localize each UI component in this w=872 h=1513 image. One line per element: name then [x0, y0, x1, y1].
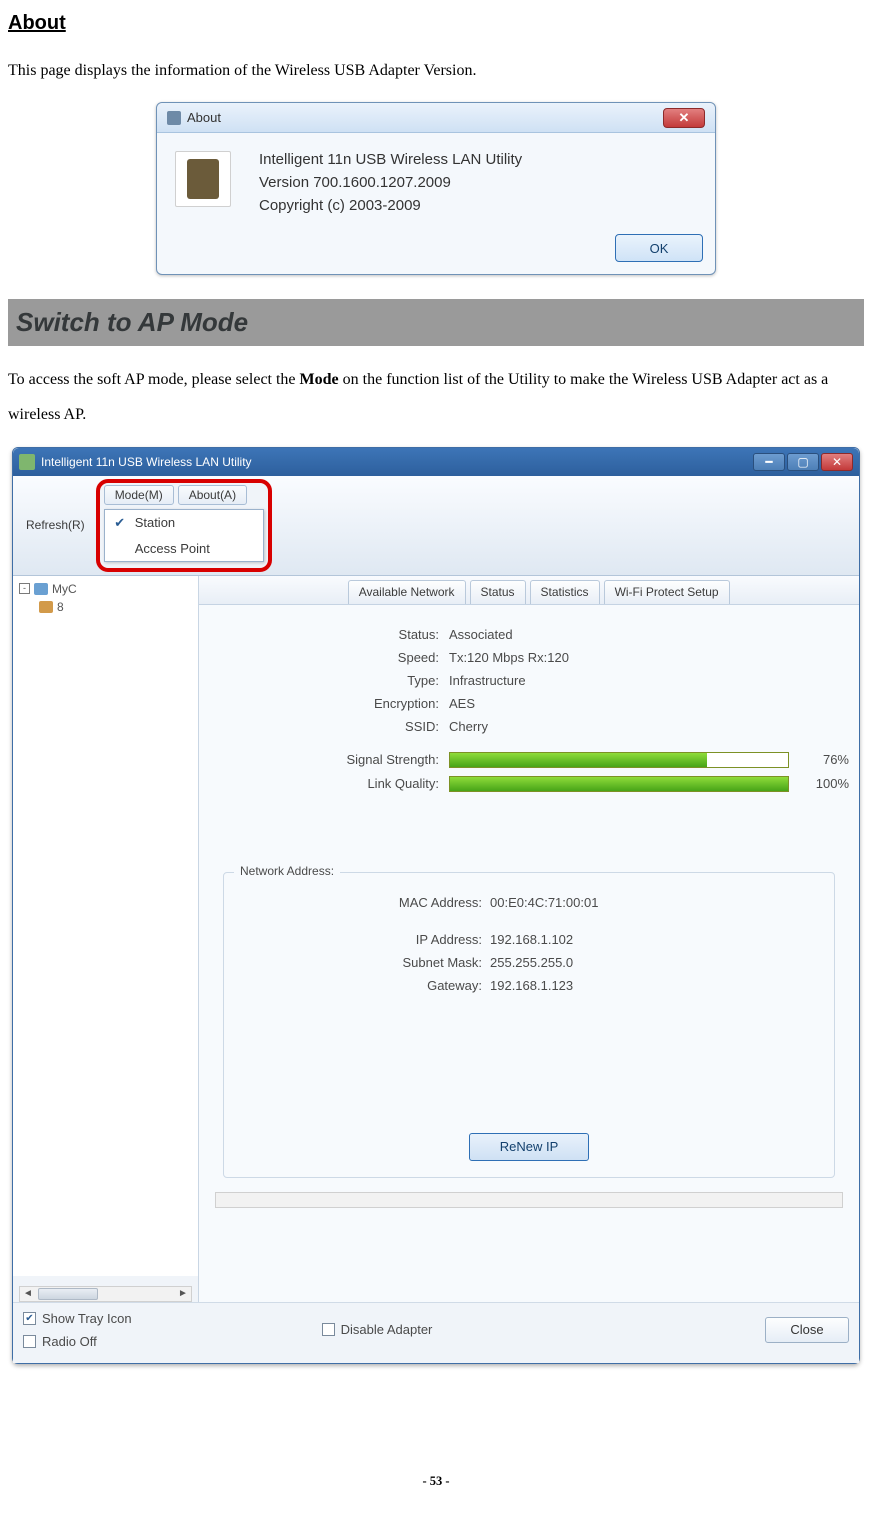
checkbox-checked-icon: ✔: [23, 1312, 36, 1325]
signal-strength-pct: 76%: [797, 752, 849, 767]
ssid-value: Cherry: [449, 719, 488, 734]
main-horizontal-scrollbar[interactable]: [215, 1192, 843, 1208]
mode-dropdown: ✔ Station Access Point: [104, 509, 264, 562]
maximize-icon: ▢: [797, 455, 808, 469]
about-line-3: Copyright (c) 2003-2009: [259, 197, 522, 214]
disable-adapter-checkbox[interactable]: Disable Adapter: [322, 1322, 433, 1337]
tree-horizontal-scrollbar[interactable]: ◄ ►: [19, 1286, 192, 1302]
about-app-icon: [175, 151, 231, 207]
ip-label: IP Address:: [240, 932, 490, 947]
close-icon: ✕: [832, 455, 842, 469]
mode-option-ap[interactable]: Access Point: [105, 536, 263, 561]
about-dialog-title: About: [187, 110, 221, 125]
type-label: Type:: [209, 673, 449, 688]
computer-icon: [34, 583, 48, 595]
tree-child-label: 8: [57, 600, 64, 614]
minimize-button[interactable]: ━: [753, 453, 785, 471]
scroll-left-icon[interactable]: ◄: [20, 1287, 36, 1301]
mode-option-station[interactable]: ✔ Station: [105, 510, 263, 536]
tree-panel: - MyC 8: [13, 576, 199, 1276]
scroll-right-icon[interactable]: ►: [175, 1287, 191, 1301]
network-address-group: Network Address: MAC Address: 00:E0:4C:7…: [223, 872, 835, 1178]
about-line-2: Version 700.1600.1207.2009: [259, 174, 522, 191]
switch-text-pre: To access the soft AP mode, please selec…: [8, 371, 300, 388]
tab-status[interactable]: Status: [470, 580, 526, 604]
minimize-icon: ━: [765, 455, 772, 469]
tree-child-row[interactable]: 8: [13, 598, 198, 616]
mac-label: MAC Address:: [240, 895, 490, 910]
about-dialog: About ✕ Intelligent 11n USB Wireless LAN…: [156, 102, 716, 275]
link-quality-label: Link Quality:: [209, 776, 449, 791]
about-close-button[interactable]: ✕: [663, 108, 705, 128]
utility-titlebar: Intelligent 11n USB Wireless LAN Utility…: [13, 448, 859, 476]
link-quality-bar: [449, 776, 789, 792]
subnet-value: 255.255.255.0: [490, 955, 573, 970]
window-close-button[interactable]: ✕: [821, 453, 853, 471]
renew-ip-button[interactable]: ReNew IP: [469, 1133, 589, 1161]
radio-off-checkbox[interactable]: Radio Off: [23, 1334, 132, 1349]
mode-highlight-box: Mode(M) About(A) ✔ Station Access Point: [96, 479, 272, 572]
status-value: Associated: [449, 627, 513, 642]
about-titlebar: About ✕: [157, 103, 715, 133]
check-icon: ✔: [113, 515, 127, 531]
menu-bar: Refresh(R) Mode(M) About(A) ✔ Station Ac…: [13, 476, 859, 576]
menu-refresh[interactable]: Refresh(R): [17, 515, 94, 535]
speed-label: Speed:: [209, 650, 449, 665]
signal-label: Signal Strength:: [209, 752, 449, 767]
tree-root-row[interactable]: - MyC: [13, 580, 198, 598]
menu-mode[interactable]: Mode(M): [104, 485, 174, 505]
checkbox-unchecked-icon: [23, 1335, 36, 1348]
speed-value: Tx:120 Mbps Rx:120: [449, 650, 569, 665]
tree-root-label: MyC: [52, 582, 77, 596]
link-quality-pct: 100%: [797, 776, 849, 791]
about-ok-button[interactable]: OK: [615, 234, 703, 262]
signal-strength-bar: [449, 752, 789, 768]
about-text-block: Intelligent 11n USB Wireless LAN Utility…: [259, 151, 522, 220]
tab-wps[interactable]: Wi-Fi Protect Setup: [604, 580, 730, 604]
scroll-thumb[interactable]: [38, 1288, 98, 1300]
show-tray-checkbox[interactable]: ✔ Show Tray Icon: [23, 1311, 132, 1326]
gateway-label: Gateway:: [240, 978, 490, 993]
show-tray-label: Show Tray Icon: [42, 1311, 132, 1326]
mac-value: 00:E0:4C:71:00:01: [490, 895, 598, 910]
main-panel: e Available Network Status Statistics Wi…: [199, 576, 859, 1302]
subnet-label: Subnet Mask:: [240, 955, 490, 970]
ssid-label: SSID:: [209, 719, 449, 734]
disable-adapter-label: Disable Adapter: [341, 1322, 433, 1337]
checkbox-unchecked-icon: [322, 1323, 335, 1336]
switch-heading: Switch to AP Mode: [8, 299, 864, 346]
type-value: Infrastructure: [449, 673, 526, 688]
tab-available-network[interactable]: Available Network: [348, 580, 466, 604]
utility-app-icon: [19, 454, 35, 470]
encryption-label: Encryption:: [209, 696, 449, 711]
mode-option-ap-label: Access Point: [135, 541, 210, 556]
tab-bar: e Available Network Status Statistics Wi…: [199, 576, 859, 605]
radio-off-label: Radio Off: [42, 1334, 97, 1349]
switch-description: To access the soft AP mode, please selec…: [8, 362, 864, 432]
utility-footer: ✔ Show Tray Icon Radio Off Disable Adapt…: [13, 1302, 859, 1363]
tree-collapse-icon[interactable]: -: [19, 583, 30, 594]
about-dialog-icon: [167, 111, 181, 125]
signal-strength-fill: [450, 753, 707, 767]
gateway-value: 192.168.1.123: [490, 978, 573, 993]
utility-window: Intelligent 11n USB Wireless LAN Utility…: [12, 447, 860, 1364]
status-label: Status:: [209, 627, 449, 642]
about-heading: About: [8, 12, 864, 35]
close-icon: ✕: [679, 110, 690, 126]
utility-window-title: Intelligent 11n USB Wireless LAN Utility: [41, 455, 252, 469]
ip-value: 192.168.1.102: [490, 932, 573, 947]
switch-text-bold: Mode: [300, 371, 339, 388]
page-number: - 53 -: [8, 1474, 864, 1489]
utility-close-button[interactable]: Close: [765, 1317, 849, 1343]
network-address-title: Network Address:: [234, 864, 340, 878]
about-line-1: Intelligent 11n USB Wireless LAN Utility: [259, 151, 522, 168]
encryption-value: AES: [449, 696, 475, 711]
tab-statistics[interactable]: Statistics: [530, 580, 600, 604]
maximize-button[interactable]: ▢: [787, 453, 819, 471]
menu-about[interactable]: About(A): [178, 485, 247, 505]
mode-option-station-label: Station: [135, 515, 175, 530]
about-description: This page displays the information of th…: [8, 53, 864, 88]
link-quality-fill: [450, 777, 788, 791]
adapter-icon: [39, 601, 53, 613]
